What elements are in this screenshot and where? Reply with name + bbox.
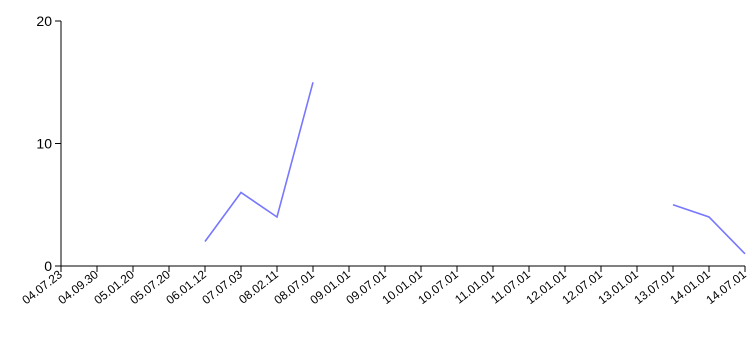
x-ticks: 04.07.2304.09.3005.01.2005.07.2006.01.12…	[19, 266, 749, 307]
x-tick-label: 10.07.01	[415, 267, 461, 307]
x-tick-label: 14.07.01	[703, 267, 749, 307]
y-tick-label: 0	[44, 258, 52, 274]
series-line-segment	[672, 204, 746, 255]
series-line-segment	[204, 82, 314, 242]
series-layer	[204, 82, 746, 255]
y-tick-label: 20	[36, 13, 52, 29]
y-tick-label: 10	[36, 136, 52, 152]
x-tick-label: 11.01.01	[452, 267, 497, 306]
y-ticks: 0 10 20	[36, 13, 61, 274]
x-tick-label: 07.07.03	[199, 267, 245, 307]
